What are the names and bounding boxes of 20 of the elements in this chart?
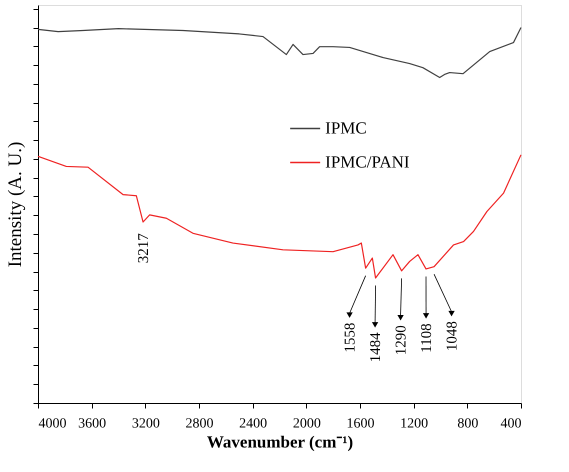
x-tick-label: 1200: [400, 416, 428, 432]
x-tick-label: 3600: [78, 416, 106, 432]
x-tick-label: 2800: [186, 416, 214, 432]
legend-label: IPMC/PANI: [325, 152, 410, 172]
x-tick-label: 4000: [38, 416, 66, 432]
x-axis-title: Wavenumber (cm⁻¹): [206, 432, 354, 452]
x-tick-label: 400: [500, 416, 522, 432]
annotation: 1484: [368, 332, 384, 362]
annotation: 1558: [342, 322, 359, 353]
x-tick-label: 800: [457, 416, 478, 432]
x-tick-label: 2000: [292, 416, 321, 432]
annotation: 1290: [394, 325, 410, 356]
x-tick-label: 3200: [132, 416, 160, 432]
x-tick-label: 2400: [239, 416, 268, 432]
y-axis-title: Intensity (A. U.): [5, 142, 26, 268]
x-tick-label: 1600: [346, 416, 374, 432]
annotation: 1108: [419, 323, 436, 353]
legend-label: IPMC: [325, 118, 367, 138]
annotation: 3217: [136, 232, 152, 264]
annotation: 1048: [444, 321, 461, 352]
